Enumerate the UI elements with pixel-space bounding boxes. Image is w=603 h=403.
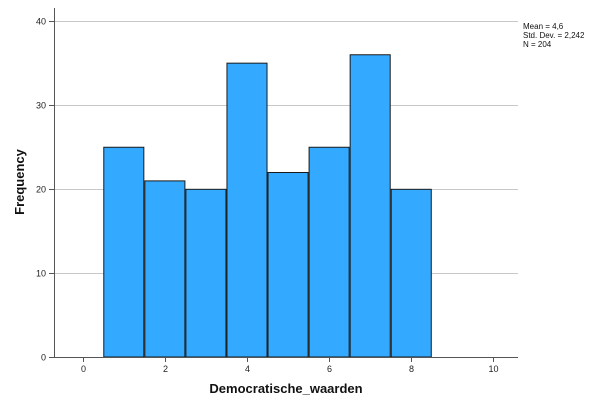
y-tick-label: 30 [36, 101, 46, 111]
stat-std-dev: Std. Dev. = 2,242 [523, 31, 585, 40]
histogram-bar [349, 54, 391, 358]
x-axis-ticks: 0 2 4 6 8 10 [81, 357, 499, 374]
bars [103, 54, 432, 358]
y-tick-label: 40 [36, 17, 46, 27]
statistics-summary: Mean = 4,6 Std. Dev. = 2,242 N = 204 [523, 22, 584, 49]
stat-mean: Mean = 4,6 [523, 22, 564, 31]
x-tick-label: 0 [81, 364, 86, 374]
x-axis-title: Democratische_waarden [209, 381, 362, 396]
stat-n: N = 204 [523, 40, 552, 49]
y-axis-ticks: 0 10 20 30 40 [36, 17, 54, 363]
histogram-bar [267, 171, 309, 358]
x-tick-label: 8 [409, 364, 414, 374]
histogram-bar [185, 188, 227, 358]
histogram-bar [144, 180, 186, 358]
histogram-bar [226, 62, 268, 358]
x-tick-label: 2 [163, 364, 168, 374]
x-tick-label: 10 [488, 364, 498, 374]
y-axis-title: Frequency [12, 148, 27, 215]
x-tick-label: 6 [327, 364, 332, 374]
histogram-bar [390, 188, 432, 358]
y-tick-label: 10 [36, 269, 46, 279]
y-tick-label: 20 [36, 185, 46, 195]
histogram-bar [103, 146, 145, 358]
histogram-bar [308, 146, 350, 358]
y-tick-label: 0 [41, 353, 46, 363]
x-tick-label: 4 [245, 364, 250, 374]
